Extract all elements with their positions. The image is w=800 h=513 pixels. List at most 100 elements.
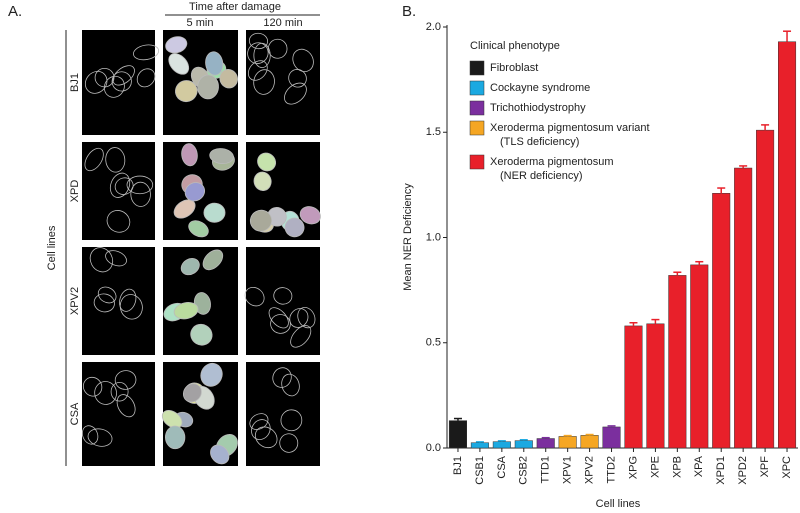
micrograph <box>246 247 320 355</box>
x-tick-label: XPA <box>693 455 705 477</box>
column-label: 5 min <box>187 17 214 29</box>
x-tick-label: XPV1 <box>562 456 574 484</box>
legend-label: Trichothiodystrophy <box>490 102 586 114</box>
nucleus <box>200 362 223 387</box>
nucleus <box>279 433 299 453</box>
row-label: XPV2 <box>69 287 81 315</box>
legend-label: Xeroderma pigmentosum <box>490 156 614 168</box>
nucleus <box>103 75 125 98</box>
nucleus <box>84 147 104 172</box>
x-tick-label: TTD1 <box>540 456 552 484</box>
nucleus <box>165 36 188 54</box>
error-bar <box>783 30 792 42</box>
nucleus <box>181 143 198 167</box>
micrograph <box>82 247 155 355</box>
bar <box>558 436 577 449</box>
error-bar <box>739 165 748 169</box>
nucleus <box>249 413 269 430</box>
nucleus <box>244 286 265 307</box>
error-bar <box>541 436 550 439</box>
y-axis-label: Mean NER Deficiency <box>402 183 414 291</box>
y-tick-label: 2.0 <box>426 21 441 33</box>
y-tick-label: 1.0 <box>426 231 441 243</box>
nucleus <box>119 288 137 312</box>
nucleus <box>268 307 289 329</box>
legend-label: Xeroderma pigmentosum variant <box>490 122 650 134</box>
legend-swatch <box>469 154 485 170</box>
legend-title: Clinical phenotype <box>470 40 560 52</box>
nucleus <box>280 409 303 432</box>
bar <box>536 438 555 449</box>
micrograph <box>82 30 155 135</box>
nucleus <box>97 286 117 304</box>
error-bar <box>695 260 704 265</box>
nucleus <box>110 381 129 402</box>
nucleus <box>106 210 131 233</box>
x-tick-label: XPF <box>759 456 771 478</box>
legend-swatch <box>469 120 485 136</box>
nucleus <box>184 182 206 202</box>
nucleus <box>284 217 305 238</box>
row-axis-label: Cell lines <box>46 225 58 270</box>
nucleus <box>190 323 213 346</box>
nucleus <box>203 202 226 223</box>
nucleus <box>182 383 202 403</box>
legend-swatch <box>469 80 485 96</box>
x-tick-label: CSB2 <box>518 456 530 485</box>
nucleus <box>136 68 156 88</box>
nucleus <box>270 314 291 334</box>
nucleus <box>116 394 136 418</box>
bar <box>778 41 797 449</box>
nucleus <box>209 148 234 165</box>
nucleus <box>105 147 126 173</box>
legend-swatch <box>469 100 485 116</box>
nucleus <box>133 44 160 61</box>
nucleus <box>284 82 307 105</box>
nucleus <box>254 426 278 449</box>
error-bar <box>519 439 528 441</box>
nucleus <box>253 171 272 192</box>
error-bar <box>629 322 638 326</box>
error-bar <box>585 433 594 436</box>
nucleus <box>257 152 277 172</box>
bar <box>668 275 687 449</box>
error-bar <box>673 271 682 276</box>
nucleus <box>292 48 314 73</box>
bar <box>602 426 621 449</box>
nucleus <box>175 80 198 103</box>
nucleus <box>126 175 154 195</box>
x-tick-label: XPG <box>627 456 639 479</box>
micrographs <box>81 30 321 466</box>
micrograph <box>246 30 320 135</box>
nucleus <box>273 287 293 305</box>
nucleus <box>161 409 183 429</box>
nucleus <box>112 65 135 86</box>
nucleus <box>188 220 209 238</box>
nucleus <box>267 38 288 59</box>
nucleus <box>105 250 127 267</box>
bar <box>580 435 599 449</box>
x-tick-label: BJ1 <box>452 456 464 475</box>
x-tick-label: CSA <box>496 455 508 478</box>
legend-detail: (NER deficiency) <box>500 170 583 182</box>
panel-label: B. <box>402 3 416 20</box>
x-tick-label: XPV2 <box>584 456 596 484</box>
nucleus <box>297 306 316 329</box>
y-tick-label: 0.0 <box>426 442 441 454</box>
error-bar <box>475 441 484 443</box>
x-tick-label: XPB <box>671 456 683 478</box>
micrograph <box>82 362 155 466</box>
x-tick-label: CSB1 <box>474 456 486 485</box>
nucleus <box>87 428 113 447</box>
bar <box>470 442 489 449</box>
bar <box>712 193 731 449</box>
nucleus <box>210 444 230 465</box>
nucleus <box>94 381 117 405</box>
bar <box>756 129 775 449</box>
nucleus <box>180 258 200 276</box>
bar <box>690 264 709 449</box>
nucleus <box>248 32 269 50</box>
row-label: XPD <box>69 180 81 203</box>
nucleus <box>173 199 196 219</box>
nucleus <box>82 376 103 397</box>
